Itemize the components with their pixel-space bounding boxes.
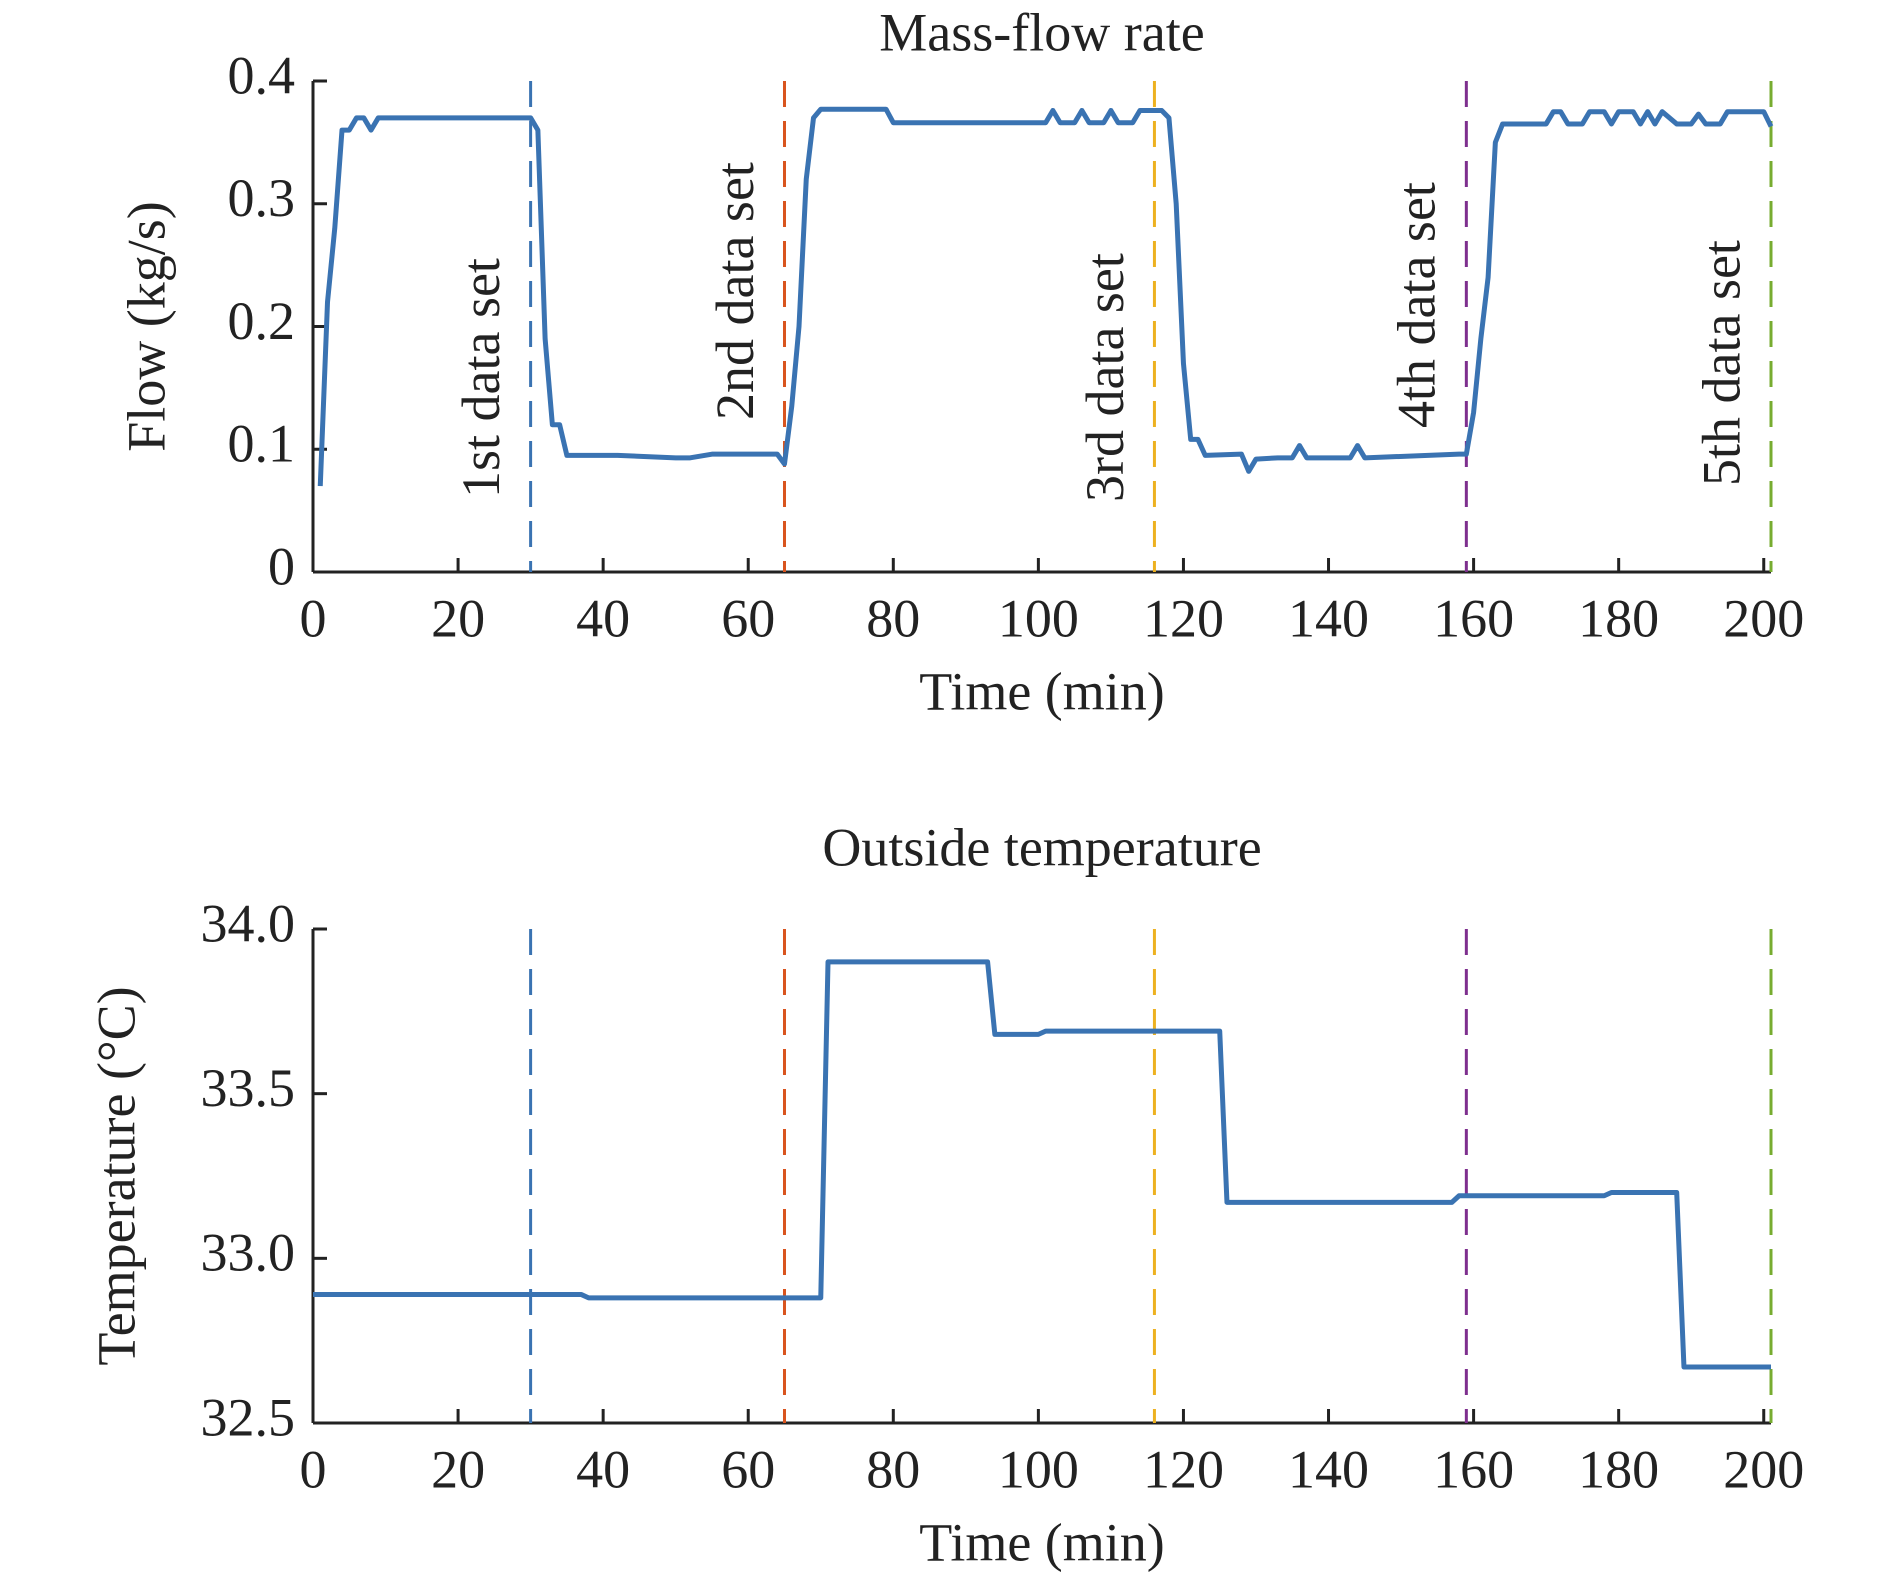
data-line	[317, 106, 1774, 487]
y-tick-label: 0.1	[228, 414, 296, 474]
x-axis-label: Time (min)	[919, 1512, 1165, 1572]
y-tick-label: 32.5	[201, 1387, 296, 1447]
y-tick-label: 33.5	[201, 1058, 296, 1118]
data-set-label: 2nd data set	[705, 162, 765, 420]
x-tick-label: 100	[998, 588, 1079, 648]
x-tick-label: 200	[1723, 1439, 1804, 1499]
x-tick-label: 140	[1288, 588, 1369, 648]
chart-title: Mass-flow rate	[879, 2, 1204, 62]
x-tick-label: 80	[866, 588, 920, 648]
x-tick-label: 120	[1143, 1439, 1224, 1499]
x-tick-label: 160	[1433, 1439, 1514, 1499]
x-tick-label: 120	[1143, 588, 1224, 648]
x-tick-label: 20	[431, 1439, 485, 1499]
data-line	[313, 959, 1771, 1370]
x-tick-label: 0	[300, 1439, 327, 1499]
x-tick-label: 60	[721, 1439, 775, 1499]
data-set-label: 1st data set	[451, 258, 511, 498]
x-tick-label: 180	[1578, 1439, 1659, 1499]
x-tick-label: 80	[866, 1439, 920, 1499]
x-tick-label: 40	[576, 1439, 630, 1499]
x-tick-label: 20	[431, 588, 485, 648]
x-tick-label: 0	[300, 588, 327, 648]
x-tick-label: 180	[1578, 588, 1659, 648]
x-axis-label: Time (min)	[919, 661, 1165, 721]
y-axis-label: Flow (kg/s)	[116, 201, 176, 452]
x-tick-label: 100	[998, 1439, 1079, 1499]
y-axis-label: Temperature (°C)	[86, 986, 146, 1365]
y-tick-label: 0.4	[228, 45, 296, 105]
y-tick-label: 34.0	[201, 893, 296, 953]
x-tick-label: 40	[576, 588, 630, 648]
x-tick-label: 60	[721, 588, 775, 648]
x-tick-label: 140	[1288, 1439, 1369, 1499]
x-tick-label: 160	[1433, 588, 1514, 648]
y-tick-label: 0	[268, 536, 295, 596]
chart-title: Outside temperature	[822, 817, 1261, 877]
data-set-label: 3rd data set	[1075, 253, 1135, 502]
y-tick-label: 0.3	[228, 168, 296, 228]
data-set-label: 5th data set	[1691, 240, 1751, 486]
x-tick-label: 200	[1723, 588, 1804, 648]
data-set-label: 4th data set	[1387, 182, 1447, 428]
y-tick-label: 33.0	[201, 1223, 296, 1283]
y-tick-label: 0.2	[228, 291, 296, 351]
